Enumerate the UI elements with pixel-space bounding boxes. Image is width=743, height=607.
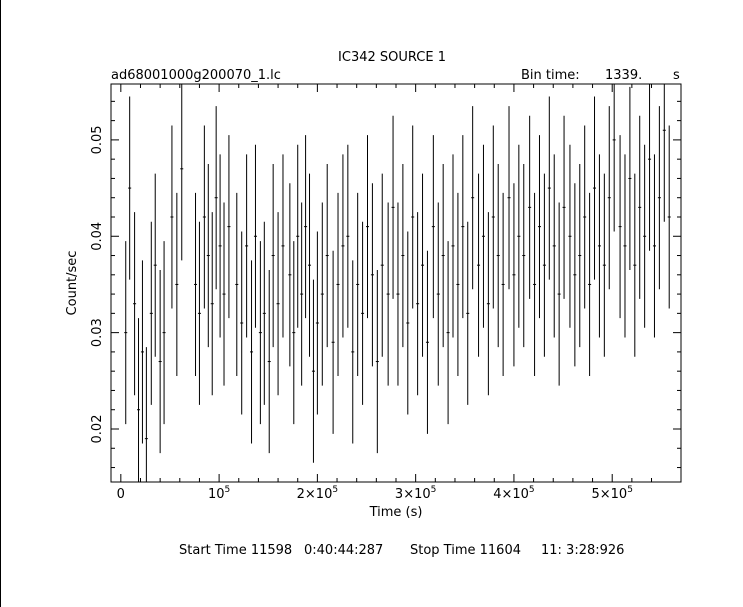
x-tick-label: 2×105 <box>297 485 338 502</box>
stop-time-value: 11: 3:28:926 <box>541 543 624 558</box>
y-axis-ticks: 0.02 0.03 0.04 0.05 <box>90 100 681 469</box>
x-axis-label: Time (s) <box>369 505 423 520</box>
x-tick-label: 105 <box>208 485 230 502</box>
x-tick-label: 5×105 <box>591 485 632 502</box>
y-axis-label: Count/sec <box>65 251 80 316</box>
start-time-label: Start Time 11598 <box>179 543 292 558</box>
stop-time-label: Stop Time 11604 <box>410 543 521 558</box>
x-tick-label: 4×105 <box>493 485 534 502</box>
y-tick-label: 0.02 <box>90 415 105 444</box>
x-tick-label: 0 <box>117 487 125 502</box>
bin-time-unit: s <box>673 68 680 83</box>
y-tick-label: 0.05 <box>90 125 105 154</box>
bin-time-label: Bin time: <box>521 68 580 83</box>
y-tick-label: 0.03 <box>90 318 105 347</box>
chart-title: IC342 SOURCE 1 <box>338 50 446 65</box>
plot-area <box>110 83 682 483</box>
data-series <box>124 84 671 482</box>
x-tick-label: 3×105 <box>395 485 436 502</box>
y-tick-label: 0.04 <box>90 222 105 251</box>
start-time-value: 0:40:44:287 <box>304 543 383 558</box>
bin-time-value: 1339. <box>605 68 642 83</box>
x-axis-ticks: 0 105 2×105 3×105 4×105 5×105 <box>117 84 653 502</box>
file-name: ad68001000g200070_1.lc <box>111 68 281 83</box>
